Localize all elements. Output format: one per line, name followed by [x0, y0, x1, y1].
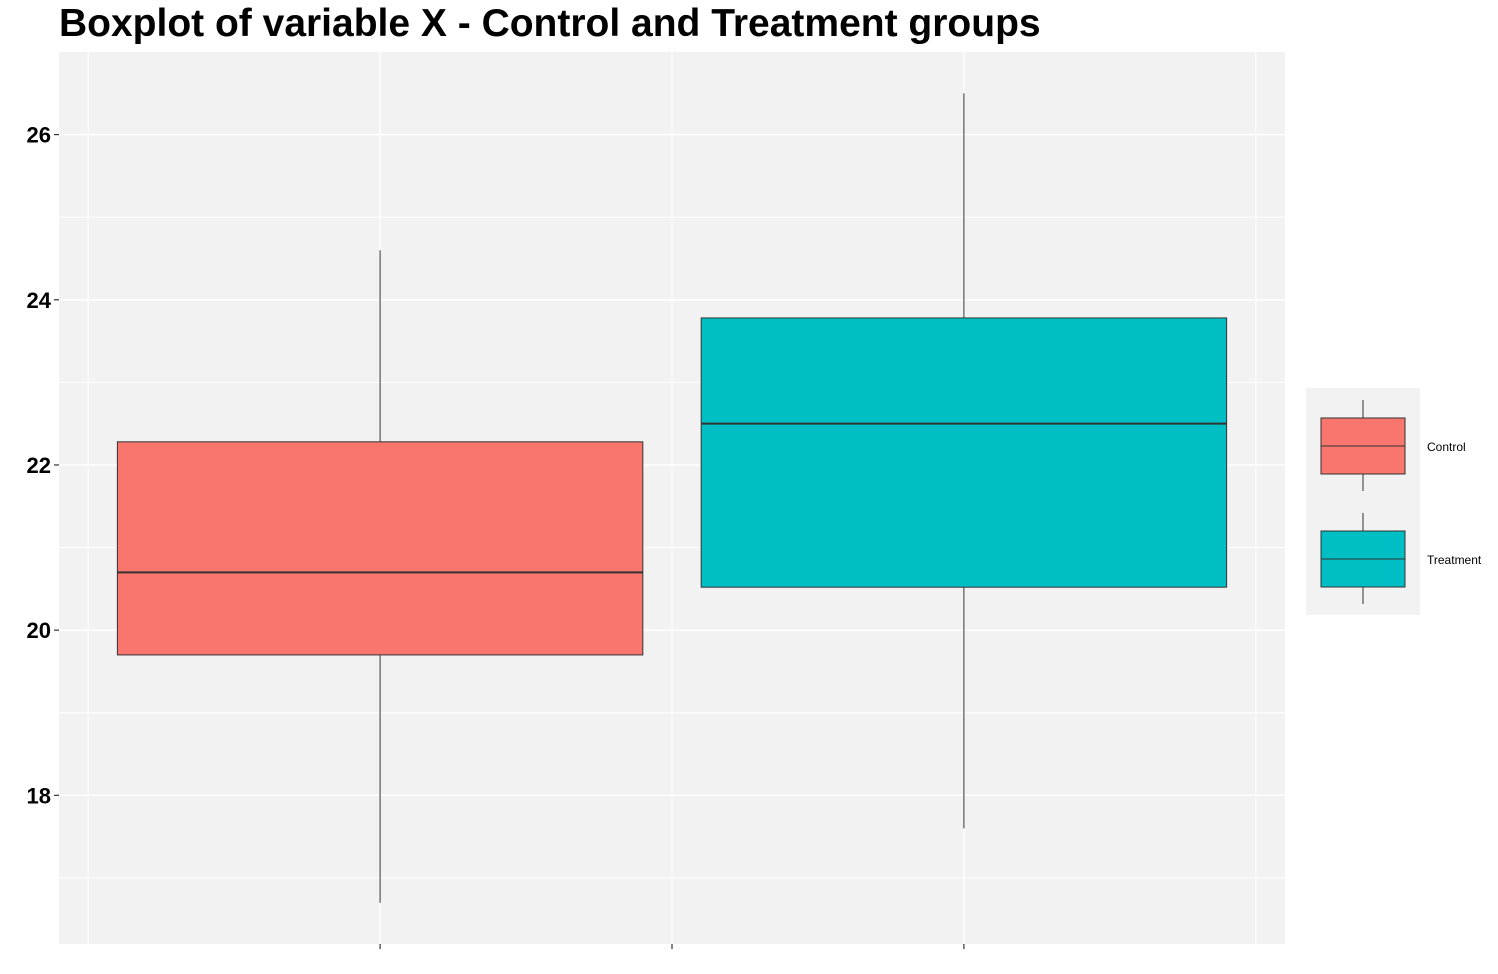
y-tick-label: 22	[27, 453, 51, 478]
x-axis	[379, 944, 965, 949]
control-box	[116, 441, 644, 656]
y-tick-label: 24	[27, 288, 52, 313]
legend-label-control: Control	[1427, 440, 1466, 454]
legend-label-treatment: Treatment	[1427, 553, 1482, 567]
y-tick-label: 18	[27, 783, 51, 808]
treatment-box	[700, 317, 1228, 588]
chart-title: Boxplot of variable X - Control and Trea…	[59, 2, 1041, 45]
y-tick-label: 20	[27, 618, 51, 643]
box-layer	[116, 93, 1228, 903]
y-axis: 18 20 22 24 26	[27, 123, 59, 808]
y-tick-label: 26	[27, 123, 51, 148]
legend: Control Treatment	[1306, 388, 1482, 615]
